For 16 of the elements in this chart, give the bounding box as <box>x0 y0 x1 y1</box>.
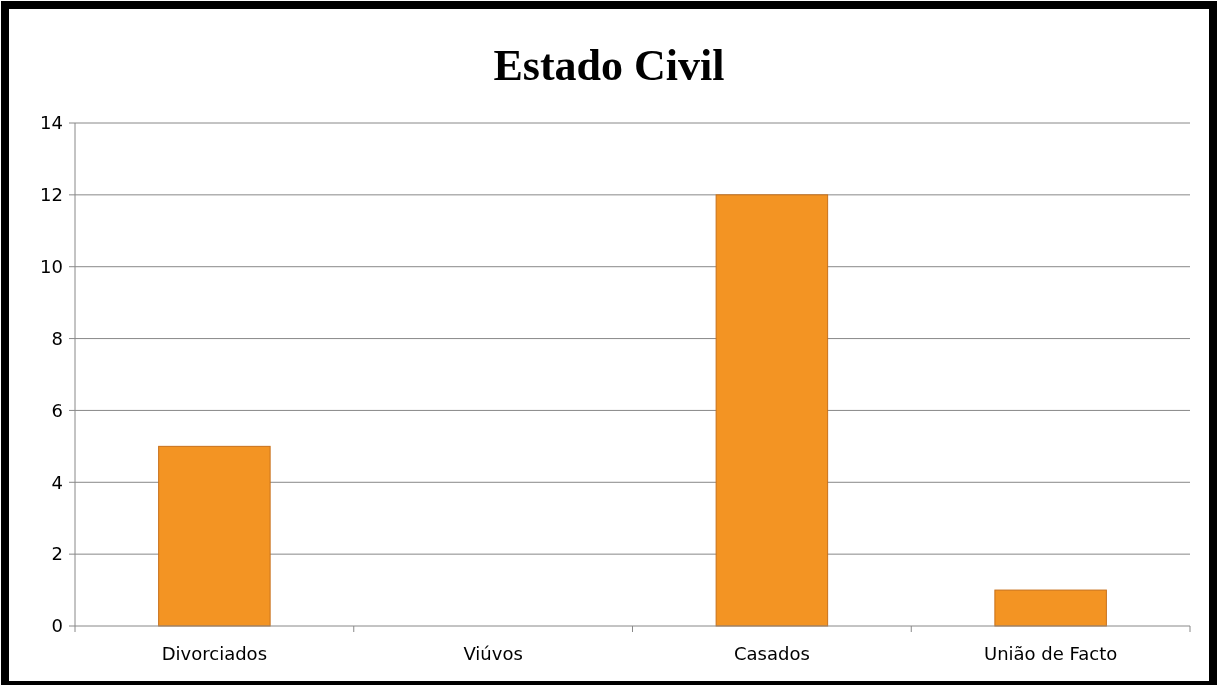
bar <box>158 445 271 627</box>
y-tick-label: 6 <box>51 399 63 421</box>
y-tick-label: 4 <box>51 471 63 493</box>
x-tick-label: Divorciados <box>161 643 268 664</box>
bar <box>715 194 829 627</box>
y-tick-label: 2 <box>51 543 63 565</box>
y-tick-label: 8 <box>51 327 63 349</box>
y-tick-label: 10 <box>40 256 63 278</box>
y-tick-label: 12 <box>40 184 63 206</box>
bar <box>994 589 1107 627</box>
x-tick-label: Casados <box>733 643 810 664</box>
y-tick-label: 0 <box>51 615 63 637</box>
chart-title: Estado Civil <box>493 41 725 90</box>
x-tick-label: Viúvos <box>463 643 523 664</box>
x-tick-label: União de Facto <box>983 643 1118 664</box>
y-tick-label: 14 <box>40 112 63 134</box>
